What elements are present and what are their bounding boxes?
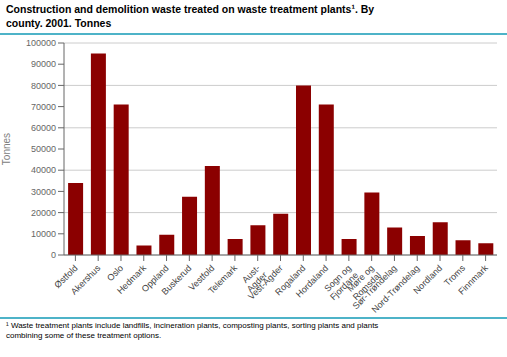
svg-text:Telemark: Telemark	[206, 263, 239, 296]
svg-text:20000: 20000	[31, 208, 56, 218]
svg-text:30000: 30000	[31, 187, 56, 197]
svg-text:90000: 90000	[31, 60, 56, 70]
svg-text:0: 0	[51, 250, 56, 260]
svg-text:100000: 100000	[26, 38, 56, 48]
svg-text:Oslo: Oslo	[105, 263, 125, 283]
svg-text:70000: 70000	[31, 102, 56, 112]
svg-text:40000: 40000	[31, 166, 56, 176]
svg-text:60000: 60000	[31, 123, 56, 133]
svg-text:Nordland: Nordland	[411, 263, 444, 296]
svg-text:80000: 80000	[31, 81, 56, 91]
svg-text:Buskerud: Buskerud	[160, 263, 194, 297]
svg-text:Tonnes: Tonnes	[8, 133, 12, 165]
svg-text:50000: 50000	[31, 144, 56, 154]
svg-text:Akershus: Akershus	[69, 263, 103, 297]
svg-text:10000: 10000	[31, 229, 56, 239]
svg-text:Finnmark: Finnmark	[456, 263, 490, 297]
svg-text:Hordaland: Hordaland	[294, 263, 330, 299]
